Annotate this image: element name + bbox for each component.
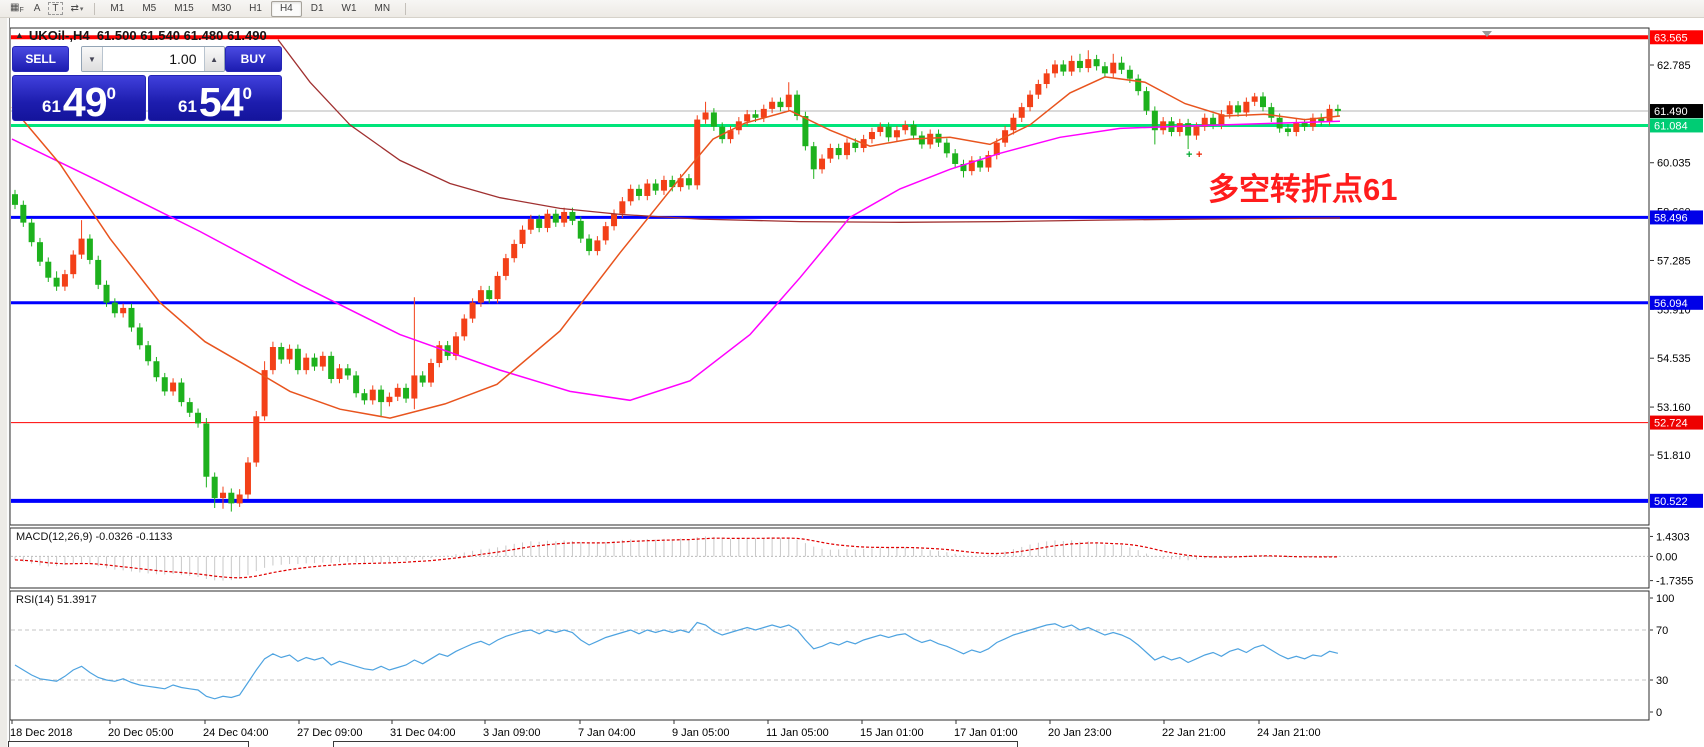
svg-text:61.490: 61.490	[1654, 106, 1688, 118]
rsi-pane	[11, 621, 1648, 700]
text-box-icon[interactable]: T	[48, 2, 63, 15]
bid-pips: 49	[62, 79, 108, 126]
svg-text:24 Jan 21:00: 24 Jan 21:00	[1257, 727, 1321, 739]
one-click-trade-panel: SELL ▼ ▲ BUY 61 49 0 61 54 0	[12, 46, 282, 126]
volume-stepper: ▼ ▲	[81, 46, 225, 72]
ma-slow-line	[277, 39, 1341, 223]
tab-timeframe-w1[interactable]: W1	[341, 2, 357, 14]
svg-text:30: 30	[1656, 675, 1668, 687]
buy-button[interactable]: BUY	[224, 46, 282, 72]
ask-big-figure: 61	[178, 97, 197, 116]
svg-text:57.285: 57.285	[1657, 255, 1691, 267]
window-left-border	[0, 17, 10, 747]
tab-timeframe-h1[interactable]: H1	[249, 2, 262, 14]
svg-text:9 Jan 05:00: 9 Jan 05:00	[672, 727, 730, 739]
svg-text:24 Dec 04:00: 24 Dec 04:00	[203, 727, 268, 739]
tab-timeframe-m15[interactable]: M15	[174, 2, 194, 14]
svg-text:0: 0	[1656, 707, 1662, 719]
svg-text:7 Jan 04:00: 7 Jan 04:00	[578, 727, 636, 739]
tab-timeframe-m5[interactable]: M5	[142, 2, 157, 14]
svg-text:63.565: 63.565	[1654, 32, 1688, 44]
sell-button[interactable]: SELL	[12, 46, 70, 72]
svg-text:61.084: 61.084	[1654, 120, 1688, 132]
rsi-indicator-label: RSI(14) 51.3917	[16, 594, 97, 606]
price-axis: 62.78560.03558.66057.28555.91054.53553.1…	[1650, 30, 1703, 719]
triangle-down-icon: ▼	[87, 54, 96, 64]
tab-timeframe-h4[interactable]: H4	[270, 0, 302, 17]
tab-timeframe-m30[interactable]: M30	[211, 2, 232, 14]
svg-text:15 Jan 01:00: 15 Jan 01:00	[860, 727, 924, 739]
chevron-down-icon: ▾	[79, 5, 84, 13]
ma-medium-line	[11, 120, 1341, 402]
svg-text:56.094: 56.094	[1654, 298, 1688, 310]
svg-text:-1.7355: -1.7355	[1656, 576, 1693, 588]
triangle-up-icon: ▲	[210, 54, 219, 64]
chart-annotation-text: 多空转折点61	[1208, 172, 1398, 207]
candles	[12, 50, 1341, 512]
svg-text:18 Dec 2018: 18 Dec 2018	[10, 727, 72, 739]
chart-symbol-title: ▲ UKOil-,H4 61.500 61.540 61.480 61.490	[15, 28, 267, 43]
volume-decrease-button[interactable]: ▼	[82, 47, 103, 71]
objects-list-icon[interactable]: ▦F	[10, 1, 24, 14]
svg-text:70: 70	[1656, 625, 1668, 637]
trade-marker-icon: +	[1196, 149, 1202, 161]
macd-indicator-label: MACD(12,26,9) -0.0326 -0.1133	[16, 531, 173, 543]
collapse-triangle-icon[interactable]: ▲	[15, 30, 24, 40]
svg-text:52.724: 52.724	[1654, 418, 1688, 430]
bid-big-figure: 61	[42, 97, 61, 116]
svg-text:20 Dec 05:00: 20 Dec 05:00	[108, 727, 173, 739]
svg-text:11 Jan 05:00: 11 Jan 05:00	[766, 727, 829, 739]
svg-text:0.00: 0.00	[1656, 551, 1677, 563]
trade-marker-icon: +	[1186, 149, 1192, 161]
svg-text:58.496: 58.496	[1654, 212, 1688, 224]
svg-text:22 Jan 21:00: 22 Jan 21:00	[1162, 727, 1226, 739]
tab-timeframe-mn[interactable]: MN	[374, 2, 391, 14]
svg-text:60.035: 60.035	[1657, 158, 1691, 170]
ma-fast-line	[11, 76, 1341, 419]
rsi-line	[14, 621, 1339, 700]
svg-text:54.535: 54.535	[1657, 353, 1691, 365]
svg-text:27 Dec 09:00: 27 Dec 09:00	[297, 727, 362, 739]
svg-text:20 Jan 23:00: 20 Jan 23:00	[1048, 727, 1112, 739]
text-label-icon[interactable]: A	[33, 3, 41, 14]
macd-signal-line	[14, 537, 1338, 579]
background-window-edge[interactable]	[333, 741, 1018, 747]
volume-input[interactable]	[102, 47, 204, 71]
svg-text:3 Jan 09:00: 3 Jan 09:00	[483, 727, 541, 739]
svg-text:51.810: 51.810	[1657, 450, 1691, 462]
toolbar-separator	[94, 2, 96, 15]
toolbar-separator	[405, 2, 407, 15]
ask-price-panel[interactable]: 61 54 0	[148, 75, 282, 126]
svg-text:17 Jan 01:00: 17 Jan 01:00	[954, 727, 1018, 739]
ohlc-values: 61.500 61.540 61.480 61.490	[96, 28, 267, 43]
tab-timeframe-d1[interactable]: D1	[310, 2, 324, 14]
toolbar: ▦F A T ⇄▾ M1 M5 M15 M30 H1 H4 D1 W1 MN	[0, 0, 1704, 18]
bid-price-panel[interactable]: 61 49 0	[12, 75, 146, 126]
time-axis: 18 Dec 2018 20 Dec 05:00 24 Dec 04:00 27 De…	[10, 720, 1321, 739]
svg-text:1.4303: 1.4303	[1656, 531, 1690, 543]
volume-increase-button[interactable]: ▲	[203, 47, 224, 71]
background-window-edge[interactable]	[8, 741, 249, 747]
horizontal-level-lines	[11, 35, 1648, 503]
arrows-tool-icon[interactable]: ⇄▾	[70, 2, 84, 14]
bid-pip-fraction: 0	[106, 84, 116, 103]
tab-timeframe-m1[interactable]: M1	[110, 2, 125, 14]
svg-text:62.785: 62.785	[1657, 60, 1691, 72]
ask-pip-fraction: 0	[242, 84, 252, 103]
macd-pane	[11, 536, 1648, 581]
chart-panes	[9, 27, 1650, 721]
svg-text:50.522: 50.522	[1654, 496, 1688, 508]
svg-text:100: 100	[1656, 593, 1674, 605]
svg-text:53.160: 53.160	[1657, 402, 1691, 414]
ask-pips: 54	[198, 79, 244, 126]
symbol-name: UKOil-,H4	[28, 28, 90, 43]
svg-text:31 Dec 04:00: 31 Dec 04:00	[390, 727, 455, 739]
chart-shift-marker-icon	[1482, 31, 1492, 37]
